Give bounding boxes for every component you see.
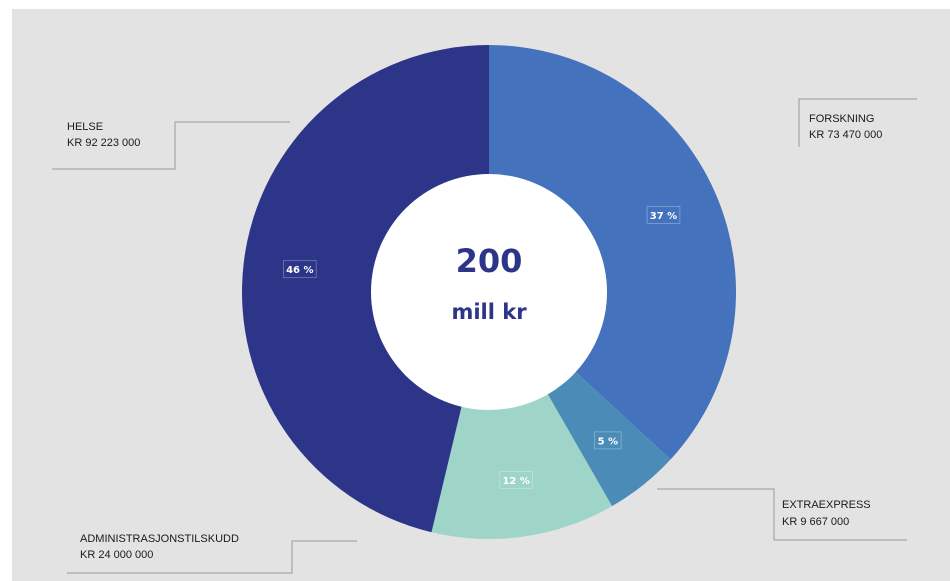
center-total-unit: mill kr bbox=[451, 300, 527, 324]
category-name-forskning: FORSKNING bbox=[809, 113, 874, 125]
category-amount-forskning: KR 73 470 000 bbox=[809, 129, 882, 141]
percent-label-text: 12 % bbox=[502, 476, 529, 487]
category-amount-helse: KR 92 223 000 bbox=[67, 137, 140, 149]
center-total-value: 200 bbox=[456, 242, 523, 280]
category-name-administrasjonstilskudd: ADMINISTRASJONSTILSKUDD bbox=[80, 533, 239, 545]
percent-label-extraexpress: 5 % bbox=[595, 432, 622, 449]
category-name-extraexpress: EXTRAEXPRESS bbox=[782, 499, 871, 511]
percent-label-text: 37 % bbox=[650, 211, 677, 222]
percent-label-administrasjonstilskudd: 12 % bbox=[500, 472, 533, 489]
category-amount-administrasjonstilskudd: KR 24 000 000 bbox=[80, 549, 153, 561]
percent-label-helse: 46 % bbox=[283, 261, 316, 278]
category-amount-extraexpress: KR 9 667 000 bbox=[782, 516, 849, 528]
percent-label-text: 5 % bbox=[598, 436, 618, 447]
donut-hole bbox=[371, 174, 607, 410]
chart-canvas: 37 % 5 % 12 % 46 % FORSKNING KR 73 470 000 EX… bbox=[12, 9, 950, 581]
leader-line-extraexpress bbox=[657, 489, 907, 540]
percent-label-forskning: 37 % bbox=[647, 207, 680, 224]
percent-label-text: 46 % bbox=[286, 265, 313, 276]
donut-chart: 37 % 5 % 12 % 46 % FORSKNING KR 73 470 000 EX… bbox=[12, 9, 950, 581]
category-name-helse: HELSE bbox=[67, 121, 103, 133]
